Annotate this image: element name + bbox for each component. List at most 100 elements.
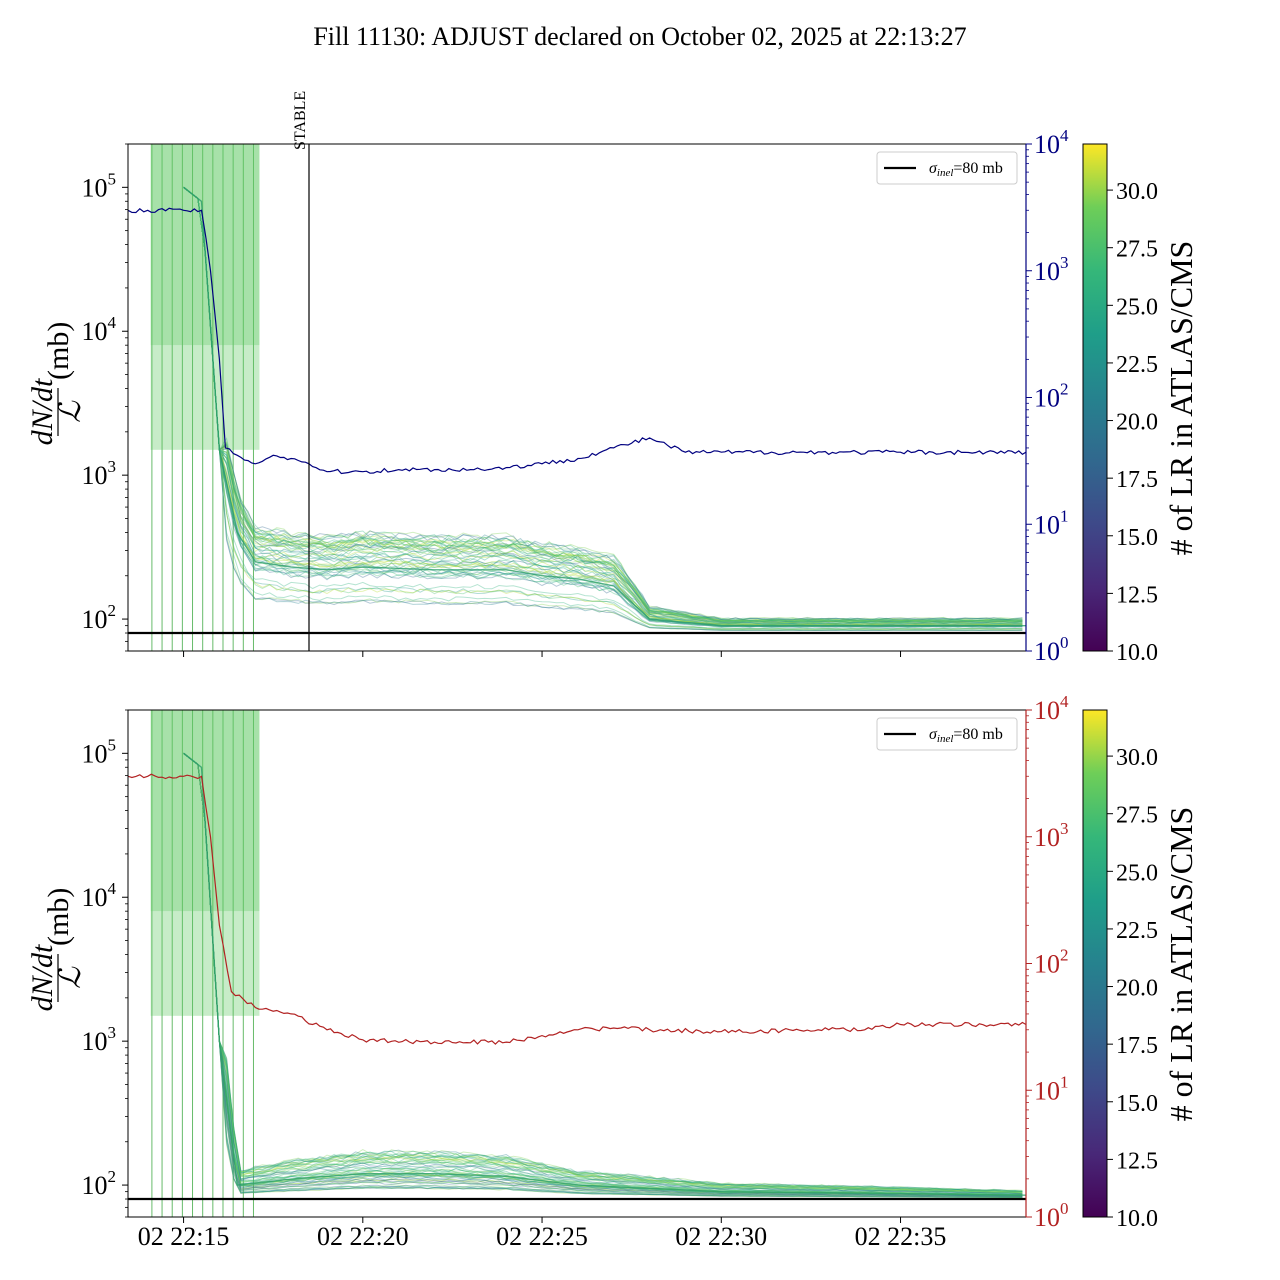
x-tick-label: 02 22:30 — [675, 1222, 767, 1251]
colorbar-tick-label: 25.0 — [1116, 294, 1158, 320]
left-y-tick-label: 105 — [82, 735, 117, 768]
left-y-tick-label: 103 — [82, 1023, 117, 1056]
bunch-line — [183, 186, 1023, 624]
left-y-tick-label: 104 — [82, 313, 117, 346]
bunch-line — [183, 752, 1023, 1197]
bunch-line — [183, 752, 1023, 1198]
bunch-line — [183, 186, 1023, 626]
bunch-line — [183, 752, 1023, 1195]
left-y-tick-label: 102 — [82, 601, 117, 634]
bunch-line — [183, 752, 1023, 1198]
bunch-line — [183, 752, 1023, 1195]
bunch-line — [183, 186, 1023, 627]
colorbar-tick-label: 22.5 — [1116, 918, 1158, 944]
bunch-line — [183, 186, 1023, 622]
bunch-line — [183, 186, 1023, 631]
bunch-line — [183, 186, 1023, 630]
svg-text:σinel=80 mb: σinel=80 mb — [929, 726, 1003, 745]
colorbar-tick-label: 30.0 — [1116, 745, 1158, 771]
bunch-line — [183, 752, 1023, 1197]
bunch-line — [183, 186, 1023, 625]
bunch-line — [183, 752, 1023, 1195]
bunch-line — [183, 186, 1023, 625]
bunch-line — [183, 752, 1023, 1198]
bottom-bunch-lines — [150, 710, 1023, 1217]
bunch-line — [183, 186, 1023, 624]
top-bunch-lines — [150, 144, 1023, 651]
injection-block-lower — [150, 911, 260, 1016]
bunch-line — [183, 752, 1023, 1199]
bunch-line — [183, 752, 1023, 1192]
bunch-line — [183, 752, 1023, 1198]
right-axis-series-line — [128, 773, 1026, 1045]
bunch-line — [183, 752, 1023, 1193]
bunch-line — [183, 752, 1023, 1194]
colorbar-tick-label: 17.5 — [1116, 467, 1158, 493]
bunch-line — [183, 186, 1023, 630]
bunch-line — [183, 186, 1023, 623]
bunch-line — [183, 752, 1023, 1193]
bunch-line — [183, 752, 1023, 1197]
bunch-line — [183, 186, 1023, 632]
bunch-line — [183, 752, 1023, 1196]
bunch-line — [183, 186, 1023, 627]
ylabel-numerator: dN/dt — [26, 944, 59, 1011]
bunch-line — [183, 752, 1023, 1194]
bottom-colorbar — [1082, 709, 1108, 1218]
x-tick-label: 02 22:20 — [317, 1222, 409, 1251]
top-panel: 102 103 104 105 100 101 102 103 104 STABLE σinel… — [82, 91, 1070, 666]
bunch-line — [183, 186, 1023, 624]
bunch-line — [183, 186, 1023, 623]
bunch-line — [183, 186, 1023, 623]
bunch-line — [183, 186, 1023, 630]
bunch-line — [183, 186, 1023, 620]
bunch-line — [183, 752, 1023, 1196]
bunch-line — [183, 186, 1023, 623]
bunch-line — [183, 752, 1023, 1195]
bunch-line — [183, 752, 1023, 1197]
bunch-line — [183, 186, 1023, 626]
bunch-line — [183, 752, 1023, 1198]
legend-sub: inel — [937, 167, 954, 179]
right-y-tick-label: 100 — [1034, 633, 1069, 666]
bunch-line — [183, 186, 1023, 626]
bunch-line — [183, 186, 1023, 624]
left-y-tick-label: 102 — [82, 1167, 117, 1200]
bunch-line — [183, 752, 1023, 1194]
bunch-line — [183, 186, 1023, 623]
bunch-line — [183, 186, 1023, 632]
bunch-line — [183, 752, 1023, 1197]
bunch-line — [183, 186, 1023, 622]
bunch-line — [183, 752, 1023, 1197]
bunch-line — [183, 186, 1023, 632]
bunch-line — [183, 752, 1023, 1196]
colorbar-tick-label: 10.0 — [1116, 1206, 1158, 1232]
svg-text:σinel=80 mb: σinel=80 mb — [929, 160, 1003, 179]
right-y-tick-label: 103 — [1034, 253, 1069, 286]
colorbar-tick-label: 17.5 — [1116, 1033, 1158, 1059]
bunch-line — [183, 752, 1023, 1196]
bunch-line — [183, 752, 1023, 1193]
bunch-line — [183, 752, 1023, 1194]
ylabel-numerator: dN/dt — [26, 378, 59, 445]
bunch-line — [183, 752, 1023, 1192]
bunch-line — [183, 186, 1023, 628]
ylabel-unit: (mb) — [42, 322, 75, 380]
right-y-tick-label: 100 — [1034, 1199, 1069, 1232]
x-tick-label: 02 22:35 — [855, 1222, 947, 1251]
right-y-tick-label: 102 — [1034, 946, 1069, 979]
bunch-line — [183, 752, 1023, 1192]
colorbar-tick-label: 30.0 — [1116, 179, 1158, 205]
bunch-line — [183, 752, 1023, 1195]
x-tick-label: 02 22:15 — [138, 1222, 230, 1251]
injection-block-lower — [150, 345, 260, 450]
bunch-line — [183, 752, 1023, 1198]
bunch-line — [183, 752, 1023, 1195]
colorbar-tick-label: 22.5 — [1116, 352, 1158, 378]
top-ylabel: dN/dt ℒ (mb) — [26, 322, 87, 446]
colorbar-tick-label: 10.0 — [1116, 640, 1158, 666]
bunch-line — [183, 752, 1023, 1193]
bunch-line — [183, 186, 1023, 626]
top-colorbar — [1082, 143, 1108, 652]
